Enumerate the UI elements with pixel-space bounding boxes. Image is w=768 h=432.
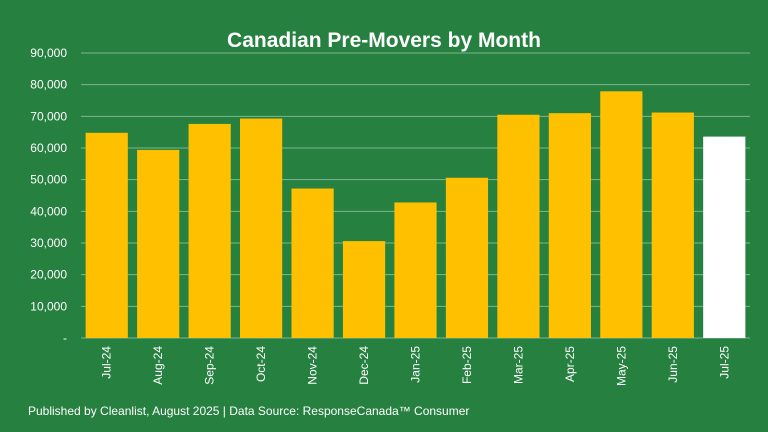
bar-Nov-24 bbox=[291, 188, 334, 338]
x-tick-label: Nov-24 bbox=[306, 346, 320, 385]
y-tick-label: 50,000 bbox=[30, 173, 67, 187]
y-tick-label: 30,000 bbox=[30, 236, 67, 250]
bar-Oct-24 bbox=[240, 118, 283, 338]
bar-Feb-25 bbox=[445, 177, 489, 338]
y-tick-label: 10,000 bbox=[30, 299, 67, 313]
x-tick-label: Aug-24 bbox=[151, 346, 165, 385]
x-tick-label: Oct-24 bbox=[254, 346, 268, 382]
bar-Jul-25 bbox=[703, 136, 746, 338]
x-tick-label: Jun-25 bbox=[666, 346, 680, 383]
x-tick-label: Apr-25 bbox=[563, 346, 577, 382]
x-tick-label: Sep-24 bbox=[203, 346, 217, 385]
chart-title: Canadian Pre-Movers by Month bbox=[227, 29, 541, 52]
bar-Jan-25 bbox=[394, 202, 437, 338]
x-tick-label: Jul-25 bbox=[717, 346, 731, 379]
bar-Jun-25 bbox=[651, 112, 694, 339]
y-axis-ticks: - 10,000 20,000 30,000 40,000 50,000 60,000 70,… bbox=[30, 46, 67, 345]
y-tick-label: 20,000 bbox=[30, 268, 67, 282]
x-axis-ticks: Jul-24 Aug-24 Sep-24 Oct-24 Nov-24 Dec-24 Jan-… bbox=[100, 346, 732, 386]
x-tick-label: Jul-24 bbox=[100, 346, 114, 379]
x-tick-label: May-25 bbox=[614, 346, 628, 386]
x-tick-label: Jan-25 bbox=[409, 346, 423, 383]
y-tick-label: - bbox=[63, 331, 67, 345]
bar-Sep-24 bbox=[188, 123, 231, 338]
bar-Apr-25 bbox=[548, 113, 591, 339]
bar-Dec-24 bbox=[342, 241, 386, 338]
footer-source-note: Published by Cleanlist, August 2025 | Da… bbox=[28, 404, 470, 418]
y-tick-label: 60,000 bbox=[30, 141, 67, 155]
x-tick-label: Mar-25 bbox=[511, 346, 525, 384]
x-tick-label: Feb-25 bbox=[460, 346, 474, 384]
bar-Jul-24 bbox=[85, 132, 128, 338]
y-tick-label: 70,000 bbox=[30, 109, 67, 123]
y-tick-label: 80,000 bbox=[30, 78, 67, 92]
bar-Mar-25 bbox=[497, 114, 540, 338]
bar-Aug-24 bbox=[137, 149, 180, 338]
bar-May-25 bbox=[600, 91, 643, 338]
y-tick-label: 90,000 bbox=[30, 46, 67, 60]
bars bbox=[85, 91, 746, 339]
x-tick-label: Dec-24 bbox=[357, 346, 371, 385]
y-tick-label: 40,000 bbox=[30, 204, 67, 218]
